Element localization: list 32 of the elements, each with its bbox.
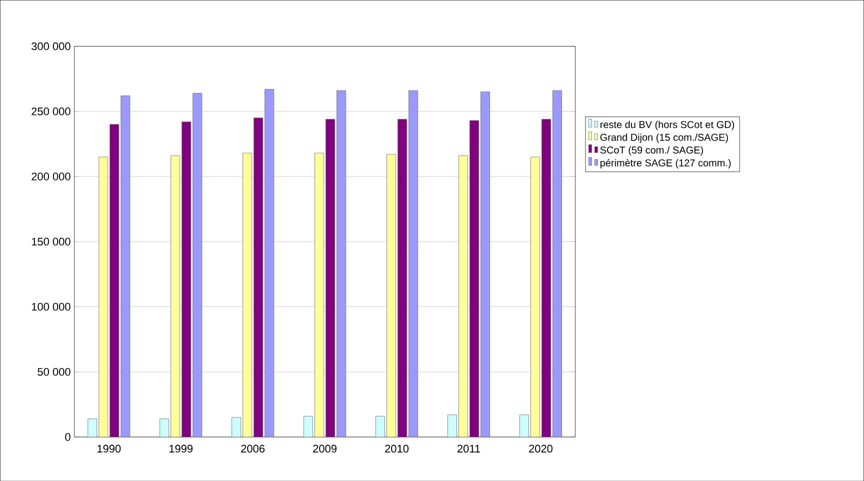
legend-label: reste du BV (hors SCot et GD): [600, 120, 734, 130]
y-tick-label: 250 000: [32, 107, 70, 116]
x-tick-label: 1999: [169, 444, 193, 452]
bar: [408, 90, 418, 437]
bar: [552, 90, 562, 437]
x-tick-label: 2010: [385, 444, 409, 452]
y-tick-label: 50 000: [38, 368, 70, 376]
bar: [480, 92, 490, 437]
bar: [376, 416, 385, 437]
bar: [448, 414, 457, 437]
bar: [160, 418, 170, 437]
bar: [120, 95, 130, 437]
bar: [519, 414, 529, 437]
legend-label: SCoT (59 com./ SAGE): [600, 146, 703, 156]
bar: [530, 156, 540, 437]
y-tick-label: 300 000: [32, 42, 70, 50]
x-tick-label: 2006: [241, 444, 265, 452]
y-tick-label: 150 000: [32, 238, 70, 246]
x-tick-label: 2009: [313, 444, 336, 452]
x-tick-label: 2020: [529, 444, 552, 452]
y-tick-label: 100 000: [32, 302, 70, 311]
bar: [336, 90, 346, 437]
bar: [264, 88, 274, 437]
bar: [304, 416, 313, 437]
legend-label: périmètre SAGE (127 comm.): [600, 158, 731, 168]
x-tick-label: 2011: [457, 444, 480, 452]
x-tick-label: 1990: [98, 444, 121, 452]
y-tick-label: 0: [65, 432, 70, 441]
bar: [88, 418, 98, 437]
bar: [192, 92, 202, 437]
legend-label: Grand Dijon (15 com./SAGE): [600, 133, 728, 143]
y-tick-label: 200 000: [32, 172, 70, 180]
